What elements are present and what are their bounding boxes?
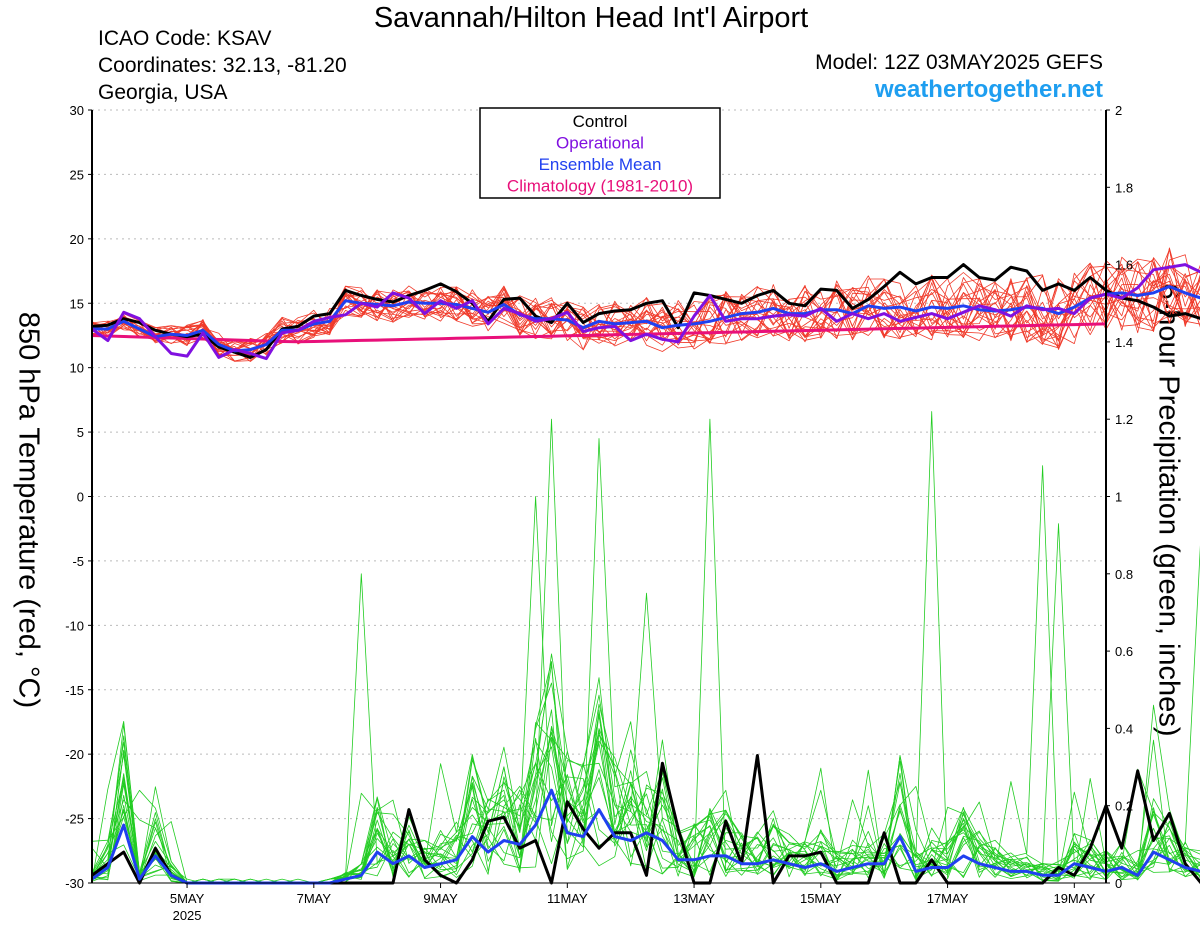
right-tick-label: 2: [1115, 103, 1122, 118]
left-tick-label: -5: [72, 554, 84, 569]
precipitation-member-line: [91, 573, 1200, 884]
precipitation-member-line: [91, 523, 1200, 884]
site-link[interactable]: weathertogether.net: [874, 76, 1103, 103]
x-tick-sublabel: 2025: [173, 908, 202, 923]
precipitation-member-line: [91, 728, 1200, 884]
x-tick-label: 7MAY: [297, 891, 332, 906]
precipitation-member-line: [91, 713, 1200, 884]
left-tick-label: -30: [65, 876, 84, 891]
right-tick-label: 1: [1115, 490, 1122, 505]
left-tick-label: 25: [70, 167, 84, 182]
legend-entry: Ensemble Mean: [539, 155, 662, 174]
left-tick-label: -10: [65, 618, 84, 633]
precipitation-member-line: [91, 725, 1200, 884]
precipitation-member-line: [91, 709, 1200, 884]
climatology-line: [91, 322, 1107, 344]
right-tick-label: 1.4: [1115, 335, 1133, 350]
left-tick-label: -15: [65, 683, 84, 698]
ensemble-members: [91, 247, 1200, 884]
x-tick-label: 17MAY: [927, 891, 969, 906]
right-tick-label: 1.8: [1115, 180, 1133, 195]
axes: 302520151050-5-10-15-20-25-3021.81.61.41…: [65, 103, 1133, 923]
x-tick-label: 9MAY: [423, 891, 458, 906]
temperature-member-line: [91, 248, 1200, 348]
temperature-ensemble-mean-line: [92, 285, 1200, 353]
precipitation-control-line: [91, 754, 1200, 885]
left-tick-label: 30: [70, 103, 84, 118]
precipitation-member-line: [91, 703, 1200, 884]
left-tick-label: -20: [65, 747, 84, 762]
left-tick-label: 15: [70, 296, 84, 311]
legend-entry: Climatology (1981-2010): [507, 177, 693, 196]
legend-entry: Operational: [556, 134, 644, 153]
icao-code: ICAO Code: KSAV: [98, 27, 272, 50]
legend-box: [479, 107, 721, 199]
chart-title: Savannah/Hilton Head Int'l Airport: [373, 2, 809, 34]
x-tick-label: 5MAY: [170, 891, 205, 906]
temperature-operational-line: [91, 263, 1200, 361]
left-tick-label: 0: [77, 490, 84, 505]
temperature-member-line: [91, 273, 1200, 357]
legend-entry: Control: [573, 112, 628, 131]
right-tick-label: 0: [1115, 876, 1122, 891]
precipitation-member-line: [91, 438, 1200, 884]
grid: [92, 109, 1106, 884]
right-tick-label: 1.2: [1115, 412, 1133, 427]
right-tick-label: 0.6: [1115, 644, 1133, 659]
temperature-member-line: [91, 262, 1200, 349]
legend: Control Operational Ensemble Mean Climatolo…: [479, 107, 721, 199]
x-tick-label: 15MAY: [800, 891, 842, 906]
precipitation-member-line: [91, 727, 1200, 884]
right-tick-label: 0.2: [1115, 799, 1133, 814]
region: Georgia, USA: [98, 81, 228, 104]
right-tick-label: 1.6: [1115, 258, 1133, 273]
right-tick-label: 0.8: [1115, 567, 1133, 582]
temperature-member-line: [91, 247, 1200, 356]
left-tick-label: 20: [70, 232, 84, 247]
left-tick-label: 5: [77, 425, 84, 440]
right-tick-label: 0.4: [1115, 721, 1133, 736]
left-tick-label: 10: [70, 361, 84, 376]
x-tick-label: 19MAY: [1053, 891, 1095, 906]
x-tick-label: 11MAY: [547, 891, 588, 906]
model-run: Model: 12Z 03MAY2025 GEFS: [815, 51, 1103, 74]
x-tick-label: 13MAY: [673, 891, 715, 906]
left-tick-label: -25: [65, 812, 84, 827]
coordinates: Coordinates: 32.13, -81.20: [98, 54, 347, 77]
